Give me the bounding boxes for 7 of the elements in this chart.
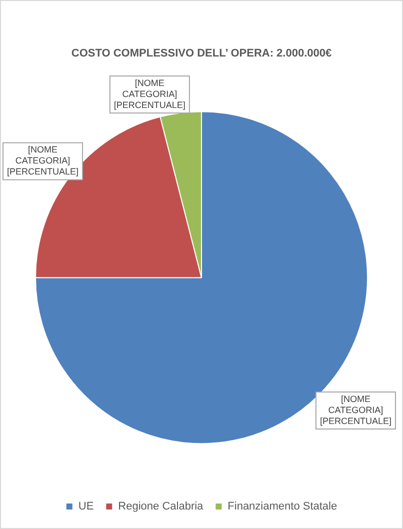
data-label: [NOME CATEGORIA] [PERCENTUALE]	[320, 394, 392, 426]
data-label: [NOME CATEGORIA] [PERCENTUALE]	[114, 78, 186, 110]
legend-label: UE	[78, 500, 94, 513]
chart-title: COSTO COMPLESSIVO DELL’ OPERA: 2.000.000€	[71, 48, 332, 60]
legend-label: Finanziamento Statale	[228, 500, 338, 513]
data-label: [NOME CATEGORIA] [PERCENTUALE]	[6, 144, 79, 177]
legend-label: Regione Calabria	[118, 500, 204, 513]
